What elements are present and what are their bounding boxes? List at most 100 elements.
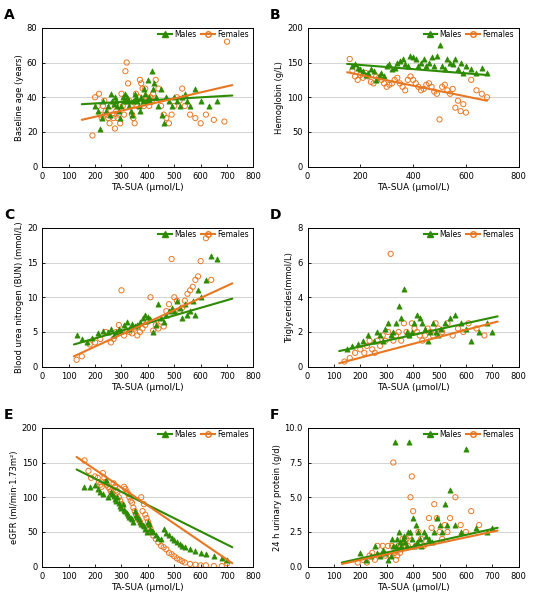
Point xyxy=(388,65,396,74)
Point xyxy=(136,75,144,85)
Point xyxy=(423,336,432,346)
Point xyxy=(126,513,135,523)
Point xyxy=(433,51,441,61)
Point xyxy=(175,96,184,106)
Point xyxy=(425,58,433,67)
Point xyxy=(348,66,357,76)
Point xyxy=(396,548,404,557)
Point xyxy=(443,527,452,537)
Point xyxy=(154,324,163,334)
Point xyxy=(133,512,142,521)
Point xyxy=(134,515,143,524)
Point xyxy=(403,527,412,537)
Point xyxy=(377,68,386,78)
Point xyxy=(149,326,157,335)
Point xyxy=(346,353,354,363)
Point xyxy=(125,493,134,502)
Point xyxy=(196,548,205,557)
Point xyxy=(448,59,457,68)
Point xyxy=(178,313,187,323)
Point xyxy=(371,555,379,565)
Point xyxy=(125,324,134,334)
Point xyxy=(117,286,126,295)
Point xyxy=(121,67,129,76)
Point xyxy=(472,324,481,334)
Point xyxy=(98,101,107,111)
Point xyxy=(117,326,126,335)
Point xyxy=(173,296,181,305)
Point xyxy=(467,506,476,516)
Point xyxy=(157,84,165,94)
Point xyxy=(451,310,460,319)
Point xyxy=(133,96,142,106)
Point xyxy=(388,541,396,551)
Point xyxy=(100,96,109,106)
Point xyxy=(117,499,126,509)
Point xyxy=(422,61,431,71)
Point xyxy=(105,484,114,494)
Y-axis label: eGFR (ml/min·1.73m²): eGFR (ml/min·1.73m²) xyxy=(10,451,19,544)
Point xyxy=(186,545,194,554)
Point xyxy=(139,96,147,106)
Point xyxy=(180,89,189,98)
Point xyxy=(101,475,110,485)
Point xyxy=(411,79,420,88)
Point xyxy=(132,92,140,102)
Point xyxy=(162,545,171,554)
Point xyxy=(165,530,173,540)
Point xyxy=(210,551,218,561)
Point xyxy=(435,40,444,50)
Point xyxy=(358,336,367,346)
Point xyxy=(351,71,360,81)
Point xyxy=(472,85,481,95)
Point xyxy=(456,106,465,116)
Point xyxy=(118,92,127,102)
Point xyxy=(394,301,403,311)
Legend: Males, Females: Males, Females xyxy=(158,29,250,40)
Point xyxy=(400,319,408,328)
Point xyxy=(175,555,184,565)
Point xyxy=(435,115,444,124)
Point xyxy=(170,292,179,302)
Point xyxy=(451,493,460,502)
Point xyxy=(386,551,395,560)
Point xyxy=(78,334,86,344)
Point xyxy=(410,319,419,328)
Point xyxy=(124,510,132,520)
Point xyxy=(91,472,100,481)
Point xyxy=(378,331,387,340)
Point xyxy=(84,466,93,476)
Point xyxy=(178,303,187,313)
Point xyxy=(462,108,470,118)
Point xyxy=(154,538,163,547)
Point xyxy=(400,284,408,293)
Point xyxy=(196,256,205,266)
Point xyxy=(405,437,414,446)
Point xyxy=(123,92,131,102)
Point xyxy=(141,510,149,520)
Point xyxy=(100,473,109,482)
Point xyxy=(98,489,107,499)
Point xyxy=(108,489,117,499)
Point xyxy=(351,348,360,358)
Point xyxy=(159,524,168,533)
Point xyxy=(385,59,394,68)
Point xyxy=(364,71,372,81)
Point xyxy=(456,520,465,530)
Point xyxy=(120,331,128,340)
Point xyxy=(151,75,160,85)
Point xyxy=(454,96,462,106)
Point xyxy=(389,327,398,337)
Point xyxy=(365,551,374,560)
Point xyxy=(188,282,197,292)
Point xyxy=(149,530,157,540)
Point xyxy=(403,75,412,85)
Y-axis label: Hemoglobin (g/L): Hemoglobin (g/L) xyxy=(275,61,284,134)
Point xyxy=(104,327,112,337)
Point xyxy=(101,327,110,337)
Point xyxy=(400,532,408,541)
Point xyxy=(108,96,117,106)
Point xyxy=(446,58,454,67)
Point xyxy=(116,118,125,128)
Point xyxy=(218,554,226,563)
